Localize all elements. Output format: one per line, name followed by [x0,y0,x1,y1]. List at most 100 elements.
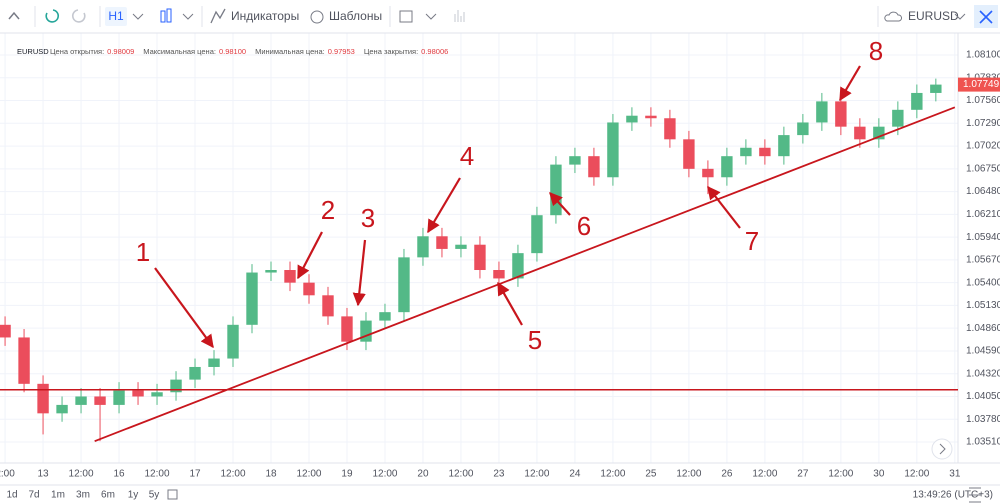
legend-value: 0.98006 [421,47,448,56]
x-tick-label: 12:00 [600,469,625,480]
range-button[interactable]: 7d [28,490,39,501]
x-tick-label: 16 [113,469,125,480]
annotation-label: 4 [460,141,474,171]
candle-body [835,101,847,127]
legend-items: Цена открытия: 0.98009 Максимальная цена: 0… [50,47,448,56]
annotation-arrow [549,192,571,216]
y-tick-label: 1.08100 [966,50,1000,61]
candle-body [550,164,562,216]
candle-body [246,272,258,325]
range-button[interactable]: 3m [76,490,90,501]
candle-body [721,156,733,178]
x-tick-label: 12:00 [828,469,853,480]
x-tick-label: 26 [721,469,733,480]
candle-body [778,135,790,157]
range-button[interactable]: 1d [6,490,17,501]
range-button[interactable]: 6m [101,490,115,501]
y-tick-label: 1.06210 [966,209,1000,220]
candle-body [645,115,657,119]
symbol-button[interactable]: EURUSD [908,9,959,23]
y-tick-label: 1.04050 [966,391,1000,402]
x-tick-label: 12:00 [69,469,94,480]
chart-type-menu[interactable] [182,13,194,20]
annotation-label: 6 [577,211,591,241]
candle-body [417,236,429,258]
clock: 13:49:26 (UTC+3) [913,490,993,501]
y-tick-label: 1.04860 [966,323,1000,334]
y-tick-label: 1.06750 [966,163,1000,174]
chart-type-button[interactable] [160,10,166,23]
candle-body [132,390,144,397]
x-tick-label: 12:00 [904,469,929,480]
candle-body [626,115,638,123]
undo-button[interactable] [45,9,60,23]
legend-label: Цена закрытия: [364,47,418,56]
legend: EURUSD [17,47,49,56]
calendar-menu[interactable] [425,13,437,20]
candle-body [436,236,448,249]
annotation-label: 7 [745,226,759,256]
annotation-arrow [427,177,461,234]
range-button[interactable]: 1y [128,490,139,501]
candle-body [683,139,695,169]
candle-body [227,324,239,359]
x-tick-label: 12:00 [752,469,777,480]
candle-body [588,156,600,178]
candle-body [531,215,543,254]
candle-body [170,379,182,393]
x-tick-label: 19 [341,469,353,480]
plot-area: 1.03510 1.03780 1.04050 1.04320 1.04590 1.048… [0,33,1000,480]
interval[interactable]: H1 [108,9,124,23]
annotation-label: 8 [869,36,883,66]
candle-body [94,396,106,405]
templates-button[interactable]: Шаблоны [329,9,382,23]
last-price-label: 1.07749 [963,79,1000,90]
range-button[interactable]: 5y [149,490,160,501]
last-price-bg [958,77,1000,92]
annotation-label: 2 [321,195,335,225]
legend-value: 0.98009 [107,47,134,56]
calendar-button[interactable] [399,10,413,23]
annotation-label: 3 [361,203,375,233]
legend-label: Максимальная цена: [143,47,216,56]
candle-body [341,316,353,342]
settings-button[interactable] [969,487,981,503]
candle-body [493,270,505,279]
symbol-menu[interactable] [954,13,966,20]
x-tick-label: 2:00 [0,469,15,480]
y-tick-label: 1.06480 [966,186,1000,197]
x-tick-label: 30 [873,469,885,480]
y-tick-label: 1.03510 [966,437,1000,448]
y-tick-label: 1.05400 [966,277,1000,288]
candle-body [303,282,315,296]
x-tick-label: 12:00 [220,469,245,480]
candle-body [873,126,885,140]
redo-button[interactable] [71,9,86,23]
x-tick-label: 12:00 [676,469,701,480]
candle-body [854,126,866,140]
range-button[interactable]: 1m [51,490,65,501]
date-range-button[interactable] [167,489,178,500]
x-tick-label: 12:00 [524,469,549,480]
bars-button[interactable] [454,10,465,22]
interval-bg[interactable] [105,7,127,26]
y-tick-label: 1.07020 [966,141,1000,152]
cloud-icon [884,11,903,22]
candle-body [37,383,49,414]
x-tick-label: 18 [265,469,277,480]
candle-body [797,122,809,136]
candle-body [322,295,334,317]
annotation-label: 5 [528,325,542,355]
candle-body [816,101,828,123]
legend-label: Минимальная цена: [255,47,325,56]
interval-menu[interactable] [132,13,144,20]
candle-body [56,404,68,414]
legend-item: Цена открытия: 0.98009 [50,47,134,56]
candle-body [740,147,752,157]
candle-body [398,257,410,313]
indicators-button[interactable]: Индикаторы [231,9,299,23]
candle-body [455,244,467,249]
scroll-right-button[interactable] [931,438,953,460]
collapse-button[interactable] [8,11,20,20]
